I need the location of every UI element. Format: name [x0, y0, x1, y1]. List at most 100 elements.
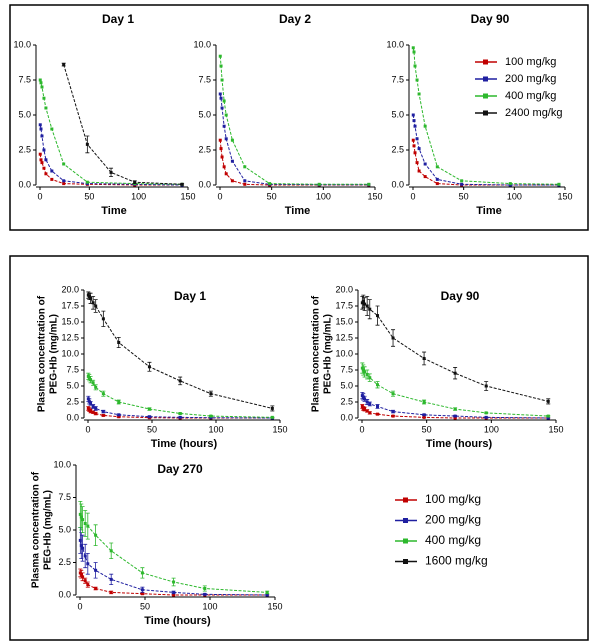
marker — [94, 412, 98, 416]
y-tick-label: 12.5 — [335, 332, 353, 342]
y-tick-label: 0.0 — [340, 412, 353, 422]
legend-marker — [403, 497, 408, 503]
legend-label: 400 mg/kg — [425, 533, 481, 547]
y-tick-label: 5.0 — [58, 524, 71, 534]
marker — [460, 182, 464, 186]
marker — [44, 106, 48, 110]
x-tick-label: 100 — [202, 601, 217, 611]
marker — [243, 179, 247, 183]
y-tick-label: 7.5 — [391, 74, 404, 84]
x-tick-label: 0 — [217, 191, 222, 201]
marker — [363, 370, 367, 374]
x-tick-label: 50 — [267, 191, 277, 201]
y-tick-label: 15.0 — [61, 316, 79, 326]
y-tick-label: 7.5 — [340, 364, 353, 374]
marker — [109, 577, 113, 581]
marker — [220, 155, 224, 159]
x-tick-label: 0 — [85, 424, 90, 434]
y-tick-label: 5.0 — [391, 109, 404, 119]
series-line — [87, 294, 273, 409]
marker — [89, 409, 93, 413]
x-axis-label: Time (hours) — [426, 438, 493, 450]
marker — [376, 412, 380, 416]
series-line — [87, 398, 273, 419]
marker — [412, 144, 416, 148]
y-tick-label: 0.0 — [18, 179, 31, 189]
marker — [368, 402, 372, 406]
marker — [219, 96, 223, 100]
y-tick-label: 10.0 — [335, 348, 353, 358]
marker — [117, 400, 121, 404]
x-tick-label: 0 — [77, 601, 82, 611]
marker — [453, 416, 457, 420]
y-tick-label: 20.0 — [335, 284, 353, 294]
marker — [117, 340, 121, 344]
y-tick-label: 7.5 — [18, 74, 31, 84]
marker — [140, 592, 144, 596]
legend-marker — [483, 110, 488, 116]
marker — [222, 99, 226, 103]
marker — [178, 412, 182, 416]
marker — [367, 182, 371, 186]
marker — [86, 583, 90, 587]
marker — [91, 381, 95, 385]
y-axis-label: Plasma concentration of — [37, 295, 48, 412]
series-line — [219, 56, 369, 185]
marker — [243, 182, 247, 186]
marker — [417, 169, 421, 173]
x-axis-label: Time — [285, 205, 310, 217]
y-axis-label: PEG-Hb (mg/mL) — [49, 314, 60, 394]
marker — [413, 151, 417, 155]
y-tick-label: 10.0 — [61, 348, 79, 358]
x-tick-label: 50 — [459, 191, 469, 201]
marker — [508, 182, 512, 186]
y-tick-label: 10.0 — [386, 39, 404, 49]
series-line — [39, 79, 183, 185]
chart-title: Day 2 — [279, 12, 311, 26]
x-axis-label: Time — [101, 205, 126, 217]
legend-label: 100 mg/kg — [425, 492, 481, 506]
x-tick-label: 0 — [359, 424, 364, 434]
series-line — [361, 300, 549, 402]
x-tick-label: 100 — [208, 424, 223, 434]
marker — [87, 294, 91, 298]
marker — [546, 399, 550, 403]
marker — [180, 182, 184, 186]
marker — [172, 590, 176, 594]
marker — [39, 127, 43, 131]
marker — [83, 579, 87, 583]
marker — [423, 162, 427, 166]
marker — [317, 182, 321, 186]
marker — [109, 170, 113, 174]
x-tick-label: 0 — [37, 191, 42, 201]
chart-title: Day 270 — [157, 462, 203, 476]
marker — [101, 413, 105, 417]
marker — [368, 376, 372, 380]
marker — [62, 63, 66, 67]
series-line — [361, 406, 549, 419]
marker — [50, 169, 54, 173]
marker — [62, 182, 66, 186]
x-tick-label: 150 — [367, 191, 382, 201]
chart-title: Day 90 — [441, 289, 480, 303]
marker — [38, 123, 42, 127]
marker — [361, 395, 365, 399]
marker — [415, 137, 419, 141]
y-tick-label: 5.0 — [198, 109, 211, 119]
marker — [265, 593, 269, 597]
marker — [79, 544, 83, 548]
marker — [91, 404, 95, 408]
x-tick-label: 50 — [147, 424, 157, 434]
marker — [147, 365, 151, 369]
y-tick-label: 7.5 — [58, 492, 71, 502]
y-tick-label: 7.5 — [66, 364, 79, 374]
y-tick-label: 0.0 — [391, 179, 404, 189]
marker — [117, 415, 121, 419]
marker — [85, 142, 89, 146]
legend-label: 200 mg/kg — [425, 513, 481, 527]
marker — [87, 376, 91, 380]
marker — [423, 124, 427, 128]
marker — [270, 406, 274, 410]
x-tick-label: 100 — [131, 191, 146, 201]
series-line — [39, 124, 183, 186]
